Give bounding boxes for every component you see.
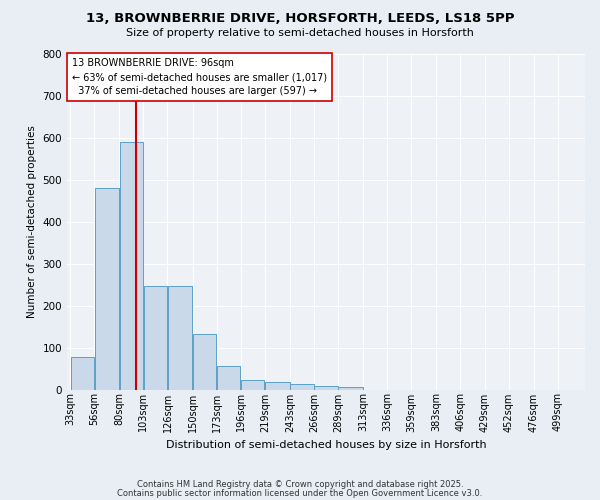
X-axis label: Distribution of semi-detached houses by size in Horsforth: Distribution of semi-detached houses by … bbox=[166, 440, 487, 450]
Bar bbox=[265, 382, 290, 390]
Bar bbox=[120, 142, 143, 390]
Text: 13 BROWNBERRIE DRIVE: 96sqm
← 63% of semi-detached houses are smaller (1,017)
  : 13 BROWNBERRIE DRIVE: 96sqm ← 63% of sem… bbox=[72, 58, 328, 96]
Bar bbox=[193, 334, 216, 390]
Bar bbox=[144, 286, 167, 390]
Text: 13, BROWNBERRIE DRIVE, HORSFORTH, LEEDS, LS18 5PP: 13, BROWNBERRIE DRIVE, HORSFORTH, LEEDS,… bbox=[86, 12, 514, 26]
Text: Size of property relative to semi-detached houses in Horsforth: Size of property relative to semi-detach… bbox=[126, 28, 474, 38]
Bar bbox=[71, 357, 94, 390]
Bar bbox=[241, 380, 265, 390]
Bar bbox=[168, 286, 192, 390]
Text: Contains HM Land Registry data © Crown copyright and database right 2025.: Contains HM Land Registry data © Crown c… bbox=[137, 480, 463, 489]
Bar bbox=[338, 388, 363, 390]
Bar bbox=[217, 366, 241, 390]
Bar bbox=[95, 188, 119, 390]
Bar bbox=[314, 386, 338, 390]
Text: Contains public sector information licensed under the Open Government Licence v3: Contains public sector information licen… bbox=[118, 488, 482, 498]
Y-axis label: Number of semi-detached properties: Number of semi-detached properties bbox=[27, 126, 37, 318]
Bar bbox=[290, 384, 314, 390]
